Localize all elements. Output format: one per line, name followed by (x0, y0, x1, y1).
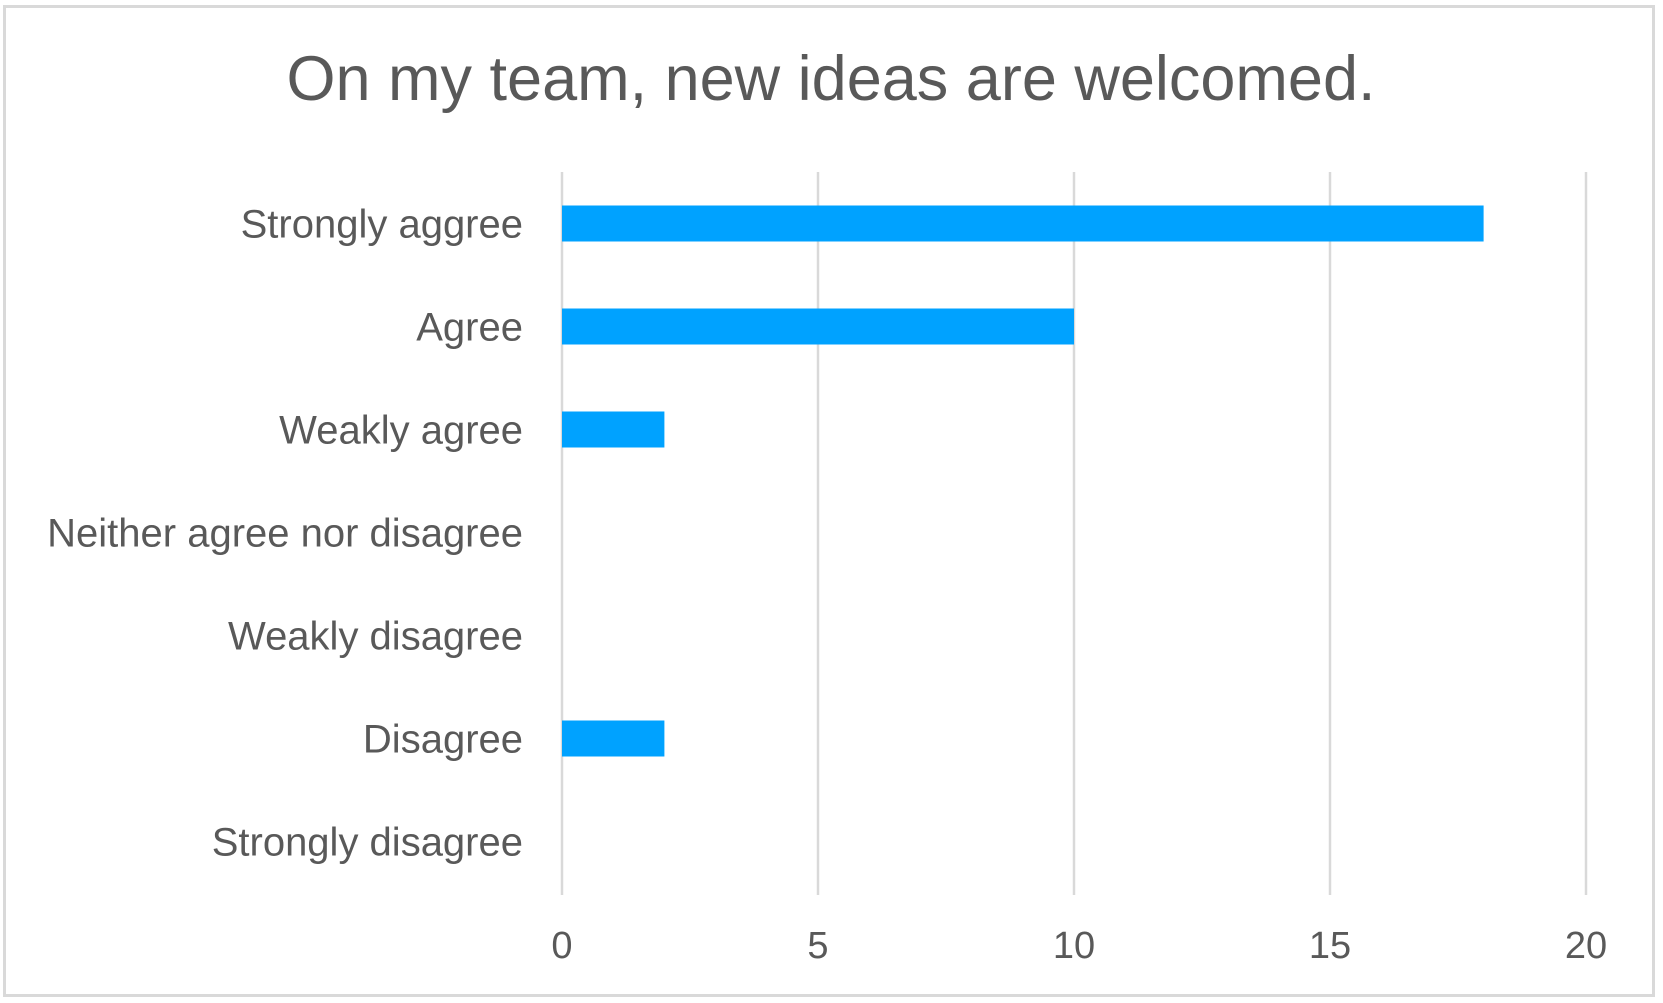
chart-title: On my team, new ideas are welcomed. (287, 44, 1376, 114)
bars (562, 205, 1484, 757)
bar-strongly-aggree (562, 205, 1484, 242)
x-tick-label: 5 (807, 925, 828, 967)
x-tick-labels: 0 5 10 15 20 (551, 925, 1607, 967)
chart-frame (3, 5, 1655, 997)
category-label: Weakly disagree (228, 615, 523, 659)
x-tick-label: 0 (551, 925, 572, 967)
x-tick-label: 10 (1053, 925, 1095, 967)
category-label: Neither agree nor disagree (47, 512, 523, 556)
bar-weakly-agree (562, 411, 665, 448)
category-label: Strongly disagree (212, 821, 523, 865)
bar-disagree (562, 720, 665, 757)
category-label: Agree (416, 306, 523, 350)
category-label: Strongly aggree (241, 203, 523, 247)
gridlines (560, 172, 1588, 895)
x-tick-label: 15 (1309, 925, 1351, 967)
x-tick-label: 20 (1565, 925, 1607, 967)
category-labels: Strongly aggree Agree Weakly agree Neither … (47, 203, 523, 865)
bar-agree (562, 308, 1074, 345)
category-label: Disagree (363, 718, 523, 762)
category-label: Weakly agree (279, 409, 523, 453)
